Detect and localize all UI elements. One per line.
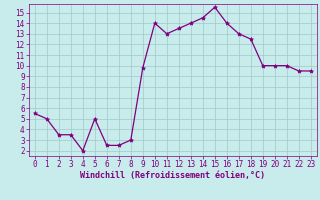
X-axis label: Windchill (Refroidissement éolien,°C): Windchill (Refroidissement éolien,°C) bbox=[80, 171, 265, 180]
